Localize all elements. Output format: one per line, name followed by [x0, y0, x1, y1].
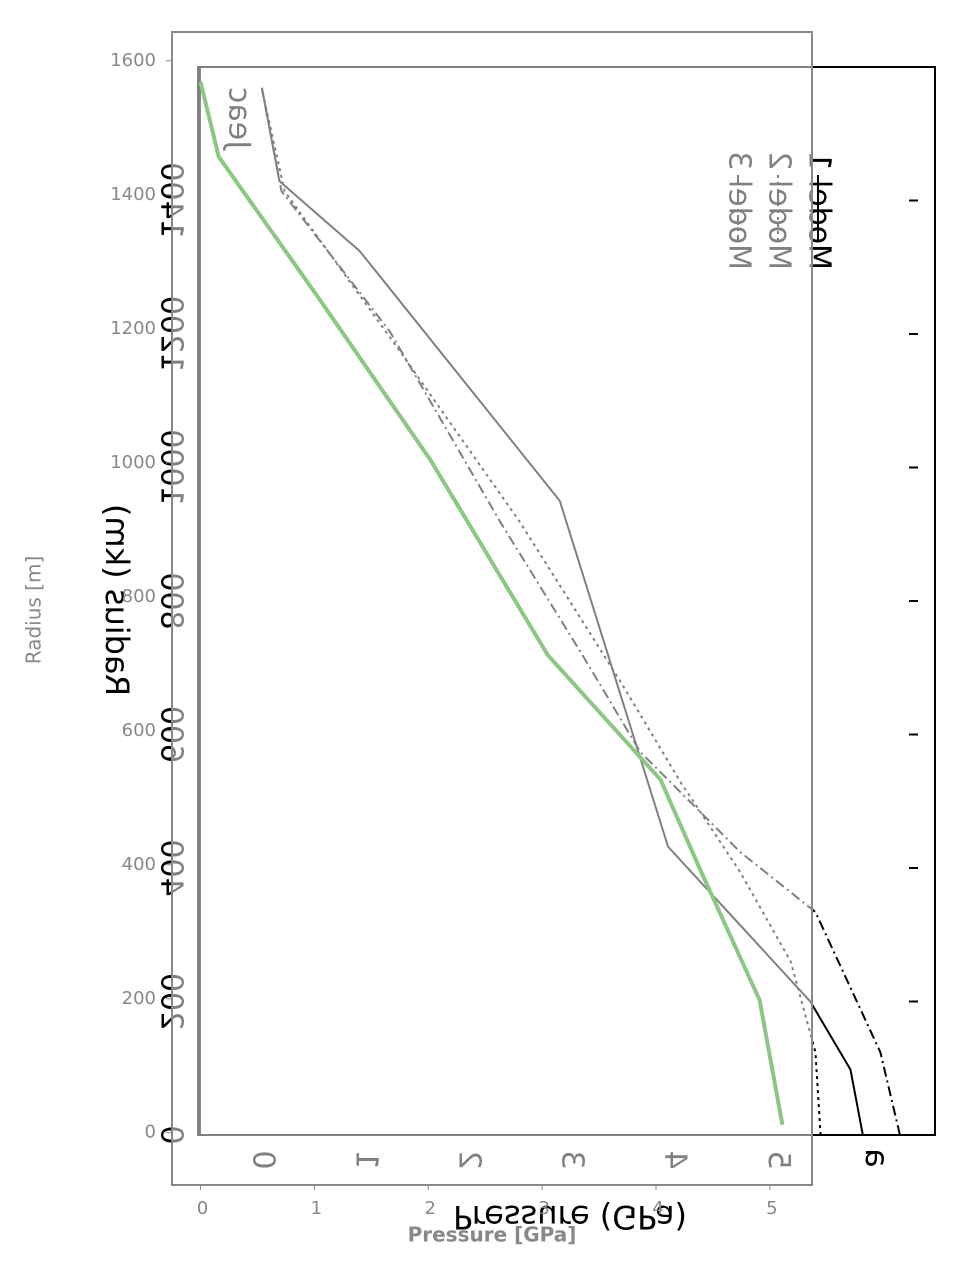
x-tick-label: 1	[311, 1198, 322, 1219]
y-tick-label: 1400	[110, 184, 156, 205]
y-tick-label: 400	[122, 854, 156, 875]
x-tick-label: 4	[652, 1198, 663, 1219]
x-tick-label: 2	[425, 1198, 436, 1219]
x-axis-title: Pressure (GPa)	[453, 1198, 687, 1236]
plot-frame	[171, 31, 813, 1186]
y-tick-label: 0	[145, 1122, 156, 1143]
overlay	[172, 32, 812, 1185]
y-tick-label: 800	[122, 586, 156, 607]
y-axis-title: Radius [m]	[22, 556, 46, 665]
y-tick-label: 600	[122, 720, 156, 741]
x-axis-title: Pressure [GPa]	[408, 1223, 577, 1247]
y-tick-label: 1200	[110, 318, 156, 339]
panel-label: a	[858, 1148, 896, 1168]
y-tick-label: 1000	[110, 452, 156, 473]
y-axis-title: Radius (km)	[98, 504, 136, 696]
y-tick-label: 1600	[110, 50, 156, 71]
x-tick-label: 0	[197, 1198, 208, 1219]
x-tick-label: 3	[538, 1198, 549, 1219]
series-line	[198, 81, 785, 1126]
y-tick-label: 200	[122, 988, 156, 1009]
x-tick-label: 5	[766, 1198, 777, 1219]
